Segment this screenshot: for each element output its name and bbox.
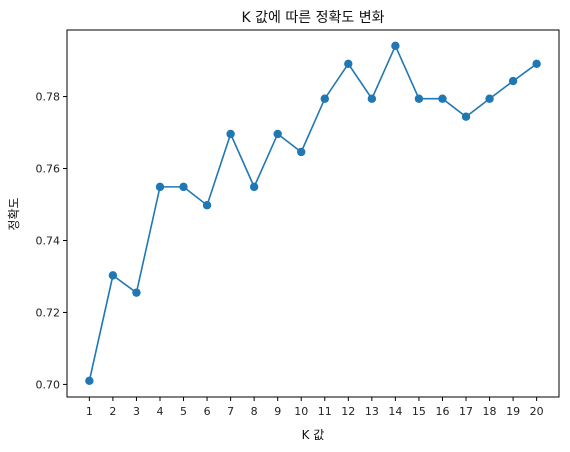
x-axis-label: K 값 [302,428,325,442]
data-point [85,376,94,386]
data-point [297,147,306,157]
data-point [414,94,424,103]
x-tick-label: 18 [483,405,497,418]
x-tick-label: 2 [109,405,116,418]
y-tick-label: 0.74 [36,234,61,247]
data-point [508,76,518,86]
x-tick-label: 11 [318,405,332,418]
data-point [438,94,447,103]
data-point [226,129,235,139]
x-tick-label: 16 [435,405,449,418]
data-point [179,182,188,192]
y-tick-label: 0.78 [36,91,61,104]
data-point [461,112,471,121]
data-point [391,41,400,51]
data-point [202,201,212,210]
x-tick-label: 5 [180,405,187,418]
x-tick-label: 1 [86,405,93,418]
x-tick-label: 8 [251,405,258,418]
data-point [367,94,377,103]
x-tick-label: 9 [274,405,281,418]
x-tick-label: 7 [227,405,234,418]
x-tick-label: 14 [388,405,402,418]
x-tick-label: 3 [133,405,140,418]
y-tick-label: 0.72 [36,306,61,319]
data-point [320,94,329,103]
x-tick-label: 13 [365,405,379,418]
x-tick-label: 6 [204,405,211,418]
series-layer [85,41,541,386]
data-point [532,59,541,69]
chart-title: K 값에 따른 정확도 변화 [242,10,385,26]
y-axis-label: 정확도 [7,197,21,230]
data-point [344,59,353,69]
data-point [132,288,141,297]
x-tick-label: 12 [341,405,355,418]
x-tick-label: 17 [459,405,473,418]
x-tick-label: 15 [412,405,426,418]
data-point [485,94,494,103]
data-point [108,271,118,280]
x-tick-label: 10 [294,405,308,418]
data-point [155,182,165,192]
data-point [249,182,259,192]
data-point [273,129,282,139]
y-axis: 0.70 0.72 0.74 0.76 0.78 [36,91,67,391]
x-tick-label: 4 [156,405,163,418]
y-tick-label: 0.70 [36,378,61,391]
x-axis: 1 2 3 4 5 6 7 8 9 10 11 12 13 14 15 16 17 18 19 20 [86,397,544,418]
series-line [88,43,538,381]
x-tick-label: 19 [506,405,520,418]
plot-area-frame [66,29,560,398]
x-tick-label: 20 [530,405,544,418]
y-tick-label: 0.76 [36,163,61,176]
